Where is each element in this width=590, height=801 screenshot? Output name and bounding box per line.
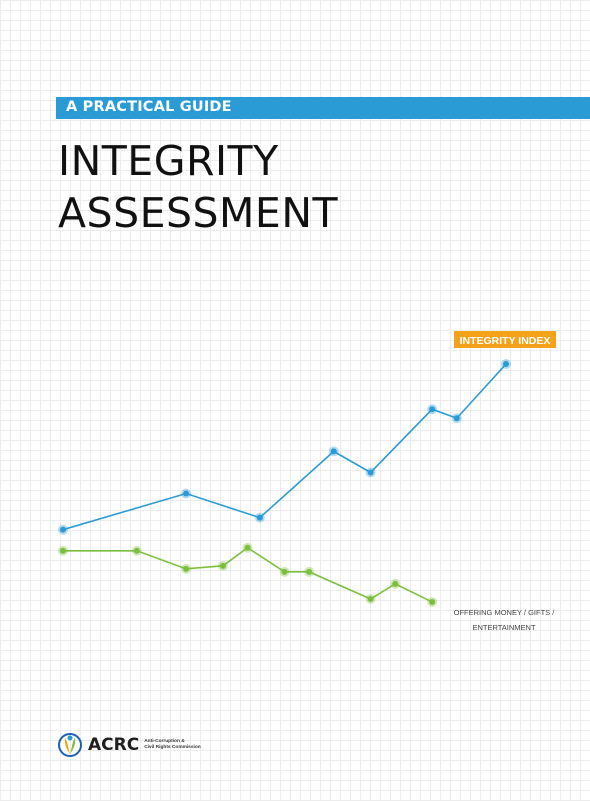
subtitle-banner bbox=[56, 97, 590, 119]
offering-label-line-1: OFFERING MONEY / GIFTS / bbox=[454, 608, 556, 617]
data-point-0-4 bbox=[367, 469, 374, 476]
data-point-1-4 bbox=[244, 544, 251, 551]
logo-text: ACRC bbox=[88, 735, 140, 755]
data-point-1-2 bbox=[183, 565, 190, 572]
title-line-2: ASSESSMENT bbox=[58, 189, 339, 237]
series-line-offering-money-gifts-entertainment bbox=[63, 546, 433, 603]
data-point-0-5 bbox=[429, 406, 436, 413]
data-point-0-2 bbox=[256, 514, 263, 521]
page-title: INTEGRITY ASSESSMENT bbox=[58, 135, 338, 239]
data-point-1-3 bbox=[219, 562, 226, 569]
data-point-0-3 bbox=[330, 448, 337, 455]
logo-subtitle: Anti-Corruption & Civil Rights Commissio… bbox=[144, 739, 201, 751]
data-point-0-7 bbox=[503, 361, 509, 368]
data-point-1-8 bbox=[392, 580, 399, 587]
data-point-0-6 bbox=[453, 415, 460, 422]
data-point-1-0 bbox=[60, 547, 66, 554]
data-point-0-1 bbox=[183, 490, 190, 497]
data-point-1-5 bbox=[281, 568, 288, 575]
acrc-logo: ACRC Anti-Corruption & Civil Rights Comm… bbox=[58, 731, 201, 759]
acrc-emblem-icon bbox=[58, 733, 82, 757]
data-point-1-6 bbox=[306, 568, 313, 575]
data-point-1-9 bbox=[429, 598, 436, 605]
subtitle: A PRACTICAL GUIDE bbox=[66, 99, 232, 115]
title-line-1: INTEGRITY bbox=[58, 137, 279, 185]
series-line-integrity-index bbox=[62, 363, 507, 531]
index-label: INTEGRITY INDEX bbox=[460, 335, 551, 347]
logo-subtitle-line-1: Anti-Corruption & bbox=[144, 739, 185, 744]
data-point-1-1 bbox=[133, 547, 140, 554]
offering-label-line-2: ENTERTAINMENT bbox=[472, 623, 535, 632]
data-point-0-0 bbox=[60, 526, 66, 533]
data-point-1-7 bbox=[367, 595, 374, 602]
logo-subtitle-line-2: Civil Rights Commission bbox=[144, 745, 201, 750]
index-label-badge bbox=[454, 331, 556, 348]
